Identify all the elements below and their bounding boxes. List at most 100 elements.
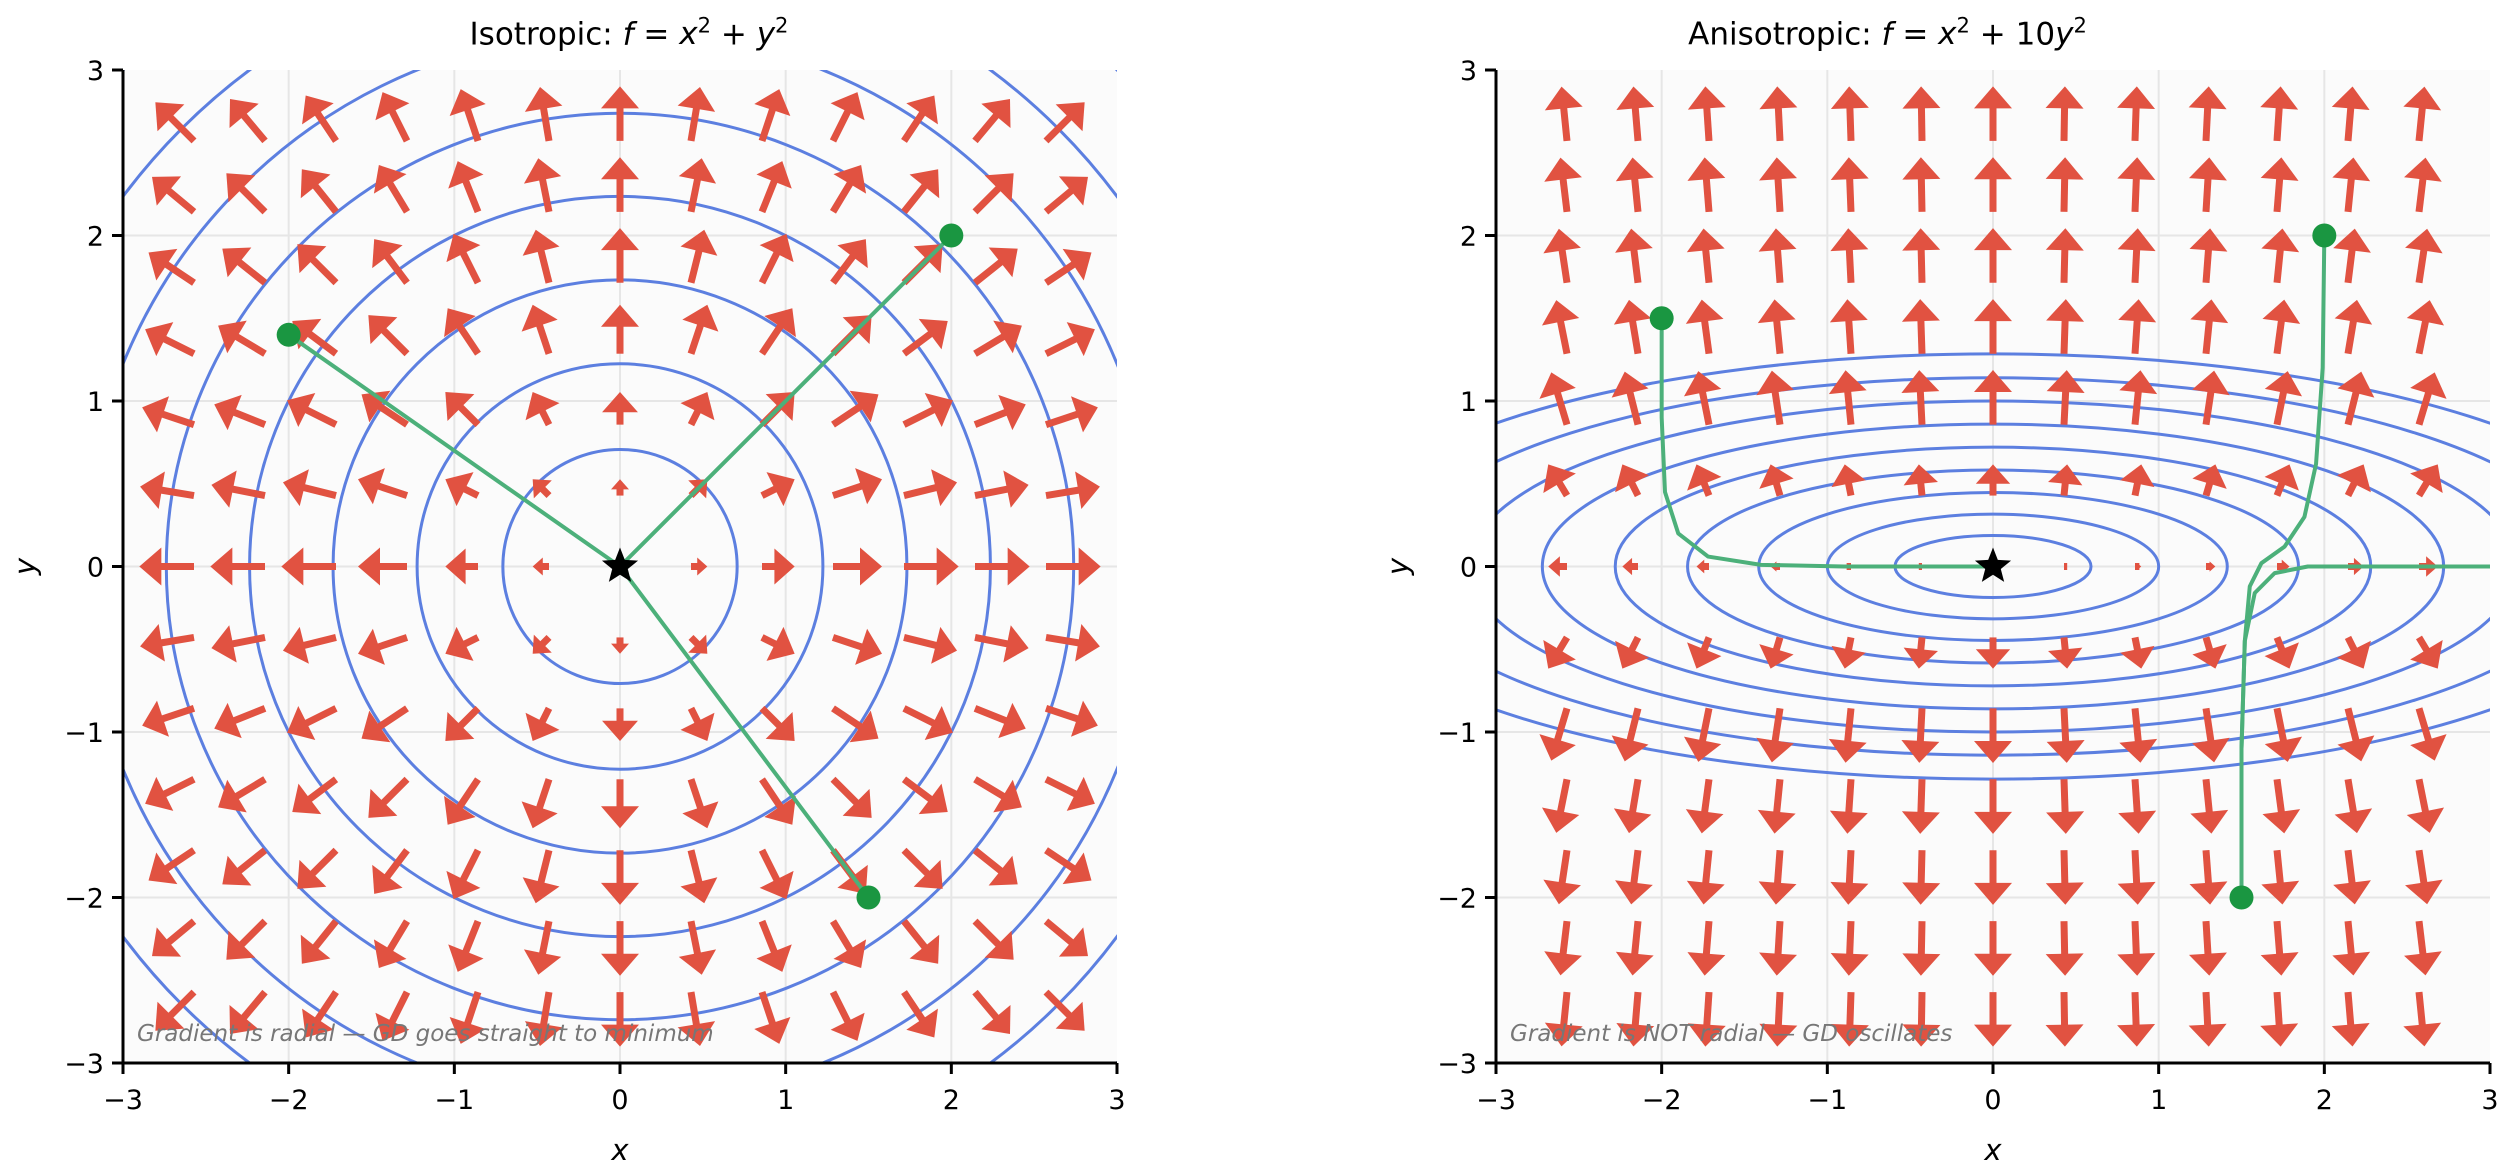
gradient-arrow-shaft <box>1917 248 1926 283</box>
gradient-arrow-head <box>1683 371 1722 397</box>
gradient-arrow-head <box>1830 1024 1869 1047</box>
gradient-arrow-head <box>2045 882 2084 905</box>
gradient-arrow-shaft <box>2202 318 2213 355</box>
gradient-arrow-head <box>148 248 178 281</box>
gradient-arrow-head <box>688 634 708 654</box>
gradient-arrow-head <box>2118 299 2157 323</box>
gradient-arrow-head <box>1687 642 1722 669</box>
gradient-arrow-shaft <box>461 485 480 499</box>
gradient-arrow-shaft <box>380 776 410 807</box>
gradient-arrow-shaft <box>1555 635 1571 654</box>
gradient-arrow-shaft <box>2131 177 2140 212</box>
gradient-arrow-shaft <box>2415 177 2427 213</box>
gradient-arrow-shaft <box>2273 920 2284 956</box>
gradient-arrow-shaft <box>831 705 864 731</box>
gradient-arrow-shaft <box>238 184 268 215</box>
gradient-arrow-head <box>849 390 879 423</box>
gradient-arrow-head <box>1544 951 1582 976</box>
gradient-arrow-head <box>1759 1023 1798 1047</box>
gradient-arrow-shaft <box>2060 248 2069 283</box>
gd-path-1 <box>618 233 954 569</box>
gradient-arrow-head <box>984 930 1014 960</box>
gradient-arrow-head <box>602 392 638 413</box>
gradient-arrow-shaft <box>2131 389 2142 425</box>
gradient-arrow-shaft <box>1844 389 1855 425</box>
gradient-arrow-head <box>2048 464 2083 486</box>
y-tick-label-2: −1 <box>1437 718 1477 749</box>
gradient-arrow-head <box>677 1021 716 1046</box>
gradient-arrow-head <box>2117 1024 2156 1047</box>
gradient-arrow-head <box>601 1024 639 1047</box>
gradient-arrow-shaft <box>1703 991 1713 1027</box>
gradient-arrow-shaft <box>1558 849 1571 885</box>
gradient-arrow-shaft <box>2415 635 2431 654</box>
gradient-arrow-shaft <box>457 705 481 730</box>
title-term1-base: x2 <box>1938 13 1970 53</box>
gradient-arrow-shaft <box>901 330 934 357</box>
gradient-arrow-head <box>2117 228 2156 252</box>
contour-level-0 <box>501 447 739 686</box>
gradient-arrow-head <box>1543 464 1576 494</box>
gradient-arrow-head <box>211 625 237 663</box>
gradient-arrow-head <box>1541 807 1580 833</box>
gradient-arrow-shaft <box>539 991 553 1027</box>
gradient-arrow-field <box>139 86 1101 1047</box>
gradient-arrow-head <box>2334 299 2373 325</box>
gradient-arrow-head <box>2410 372 2447 399</box>
gradient-arrow-head <box>1686 880 1725 905</box>
y-tick-label-1: −2 <box>1437 884 1477 915</box>
gradient-arrow-shaft <box>1846 106 1855 142</box>
gradient-arrow-head <box>601 228 639 251</box>
gradient-arrow-shaft <box>973 705 1009 725</box>
gradient-arrow-shaft <box>1771 707 1784 744</box>
gradient-arrow-shaft <box>2131 248 2141 283</box>
gradient-arrow-shaft <box>758 848 781 883</box>
gradient-arrow-shaft <box>1917 106 1926 141</box>
gradient-arrow-shaft <box>1045 486 1081 500</box>
gradient-arrow-head <box>448 161 484 189</box>
gradient-arrow-shaft <box>830 776 860 807</box>
gradient-arrow-head <box>2190 809 2229 834</box>
gradient-arrow-head <box>998 394 1026 431</box>
gradient-arrow-shaft <box>2131 481 2142 497</box>
gradient-arrow-head <box>924 393 953 428</box>
gradient-arrow-head <box>678 949 717 975</box>
gradient-arrow-shaft <box>2273 247 2284 284</box>
y-tick-label-6: 3 <box>87 56 104 87</box>
gradient-arrow-shaft <box>2415 778 2430 814</box>
gradient-arrow-head <box>1974 86 2012 109</box>
gradient-arrow-head <box>2406 807 2445 833</box>
gradient-arrow-shaft <box>2202 991 2212 1027</box>
x-tick-label-2: −1 <box>1807 1085 1847 1116</box>
gradient-arrow-shaft <box>313 110 339 143</box>
gradient-arrow-head <box>2117 881 2156 905</box>
gradient-arrow-head <box>855 628 882 665</box>
gradient-arrow-head <box>1830 228 1869 252</box>
gradient-arrow-shaft <box>902 406 937 428</box>
gradient-arrow-shaft <box>2273 318 2286 355</box>
gradient-arrow-head <box>522 229 560 256</box>
title-prefix: Anisotropic: <box>1688 16 1882 53</box>
gradient-arrow-shaft <box>829 180 854 214</box>
gradient-arrow-shaft <box>1917 177 1926 212</box>
gradient-arrow-head <box>680 877 718 904</box>
gradient-arrow-shaft <box>758 178 779 214</box>
gradient-arrow-head <box>2337 371 2375 398</box>
gradient-arrow-head <box>1066 776 1095 811</box>
gradient-arrow-shaft <box>2273 991 2283 1027</box>
gradient-arrow-head <box>682 304 719 332</box>
gradient-arrow-shaft <box>459 250 482 285</box>
gradient-arrow-shaft <box>687 177 702 213</box>
gradient-arrow-head <box>2264 642 2299 669</box>
gradient-arrow-shaft <box>161 335 196 357</box>
gradient-arrow-head <box>1685 809 1724 834</box>
gradient-arrow-shaft <box>455 777 481 811</box>
gradient-arrow-shaft <box>538 177 553 213</box>
gradient-arrow-head <box>1003 470 1029 508</box>
gradient-arrow-head <box>906 1008 938 1038</box>
gradient-arrow-head <box>1975 649 2011 669</box>
gradient-arrow-head <box>1611 371 1649 398</box>
gradient-arrow-shaft <box>903 634 939 650</box>
gradient-arrow-shaft <box>1700 480 1713 497</box>
